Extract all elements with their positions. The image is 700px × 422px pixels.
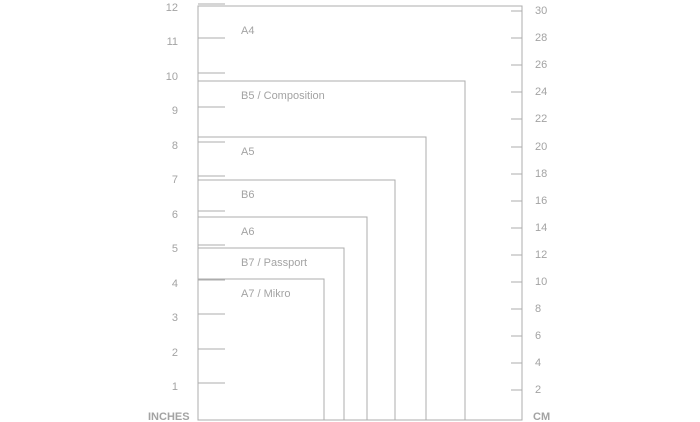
svg-text:2: 2 — [535, 384, 541, 396]
svg-text:6: 6 — [172, 209, 178, 221]
svg-text:30: 30 — [535, 5, 547, 17]
svg-text:26: 26 — [535, 59, 547, 71]
svg-text:9: 9 — [172, 105, 178, 117]
svg-text:5: 5 — [172, 243, 178, 255]
svg-text:B5 / Composition: B5 / Composition — [241, 90, 325, 102]
svg-text:20: 20 — [535, 141, 547, 153]
svg-text:16: 16 — [535, 195, 547, 207]
svg-text:8: 8 — [172, 140, 178, 152]
svg-text:B7 / Passport: B7 / Passport — [241, 257, 307, 269]
svg-text:28: 28 — [535, 32, 547, 44]
svg-text:14: 14 — [535, 222, 547, 234]
svg-text:4: 4 — [535, 357, 541, 369]
svg-text:B6: B6 — [241, 189, 254, 201]
svg-text:18: 18 — [535, 168, 547, 180]
svg-text:A7 / Mikro: A7 / Mikro — [241, 288, 291, 300]
svg-text:3: 3 — [172, 312, 178, 324]
svg-text:INCHES: INCHES — [148, 411, 190, 422]
svg-text:24: 24 — [535, 86, 547, 98]
svg-text:4: 4 — [172, 278, 178, 290]
svg-text:A4: A4 — [241, 25, 254, 37]
svg-text:10: 10 — [535, 276, 547, 288]
svg-text:10: 10 — [166, 71, 178, 83]
svg-text:6: 6 — [535, 330, 541, 342]
svg-text:8: 8 — [535, 303, 541, 315]
svg-text:11: 11 — [167, 36, 178, 48]
svg-text:A6: A6 — [241, 226, 254, 238]
svg-text:12: 12 — [535, 249, 547, 261]
svg-text:7: 7 — [172, 174, 178, 186]
svg-text:1: 1 — [172, 381, 178, 393]
svg-text:A5: A5 — [241, 146, 254, 158]
svg-text:2: 2 — [172, 347, 178, 359]
svg-text:CM: CM — [533, 411, 550, 422]
svg-text:22: 22 — [535, 113, 547, 125]
svg-text:12: 12 — [166, 2, 178, 14]
